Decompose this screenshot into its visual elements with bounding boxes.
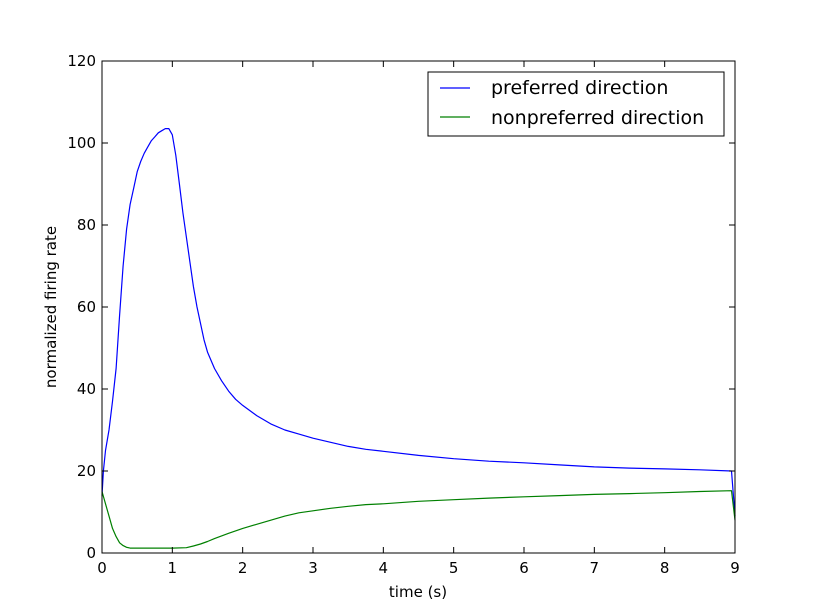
x-axis-label: time (s) bbox=[389, 583, 447, 601]
y-tick-label: 80 bbox=[77, 216, 96, 234]
series-line-nonpreferred bbox=[101, 490, 736, 549]
y-tick-label: 60 bbox=[77, 298, 96, 316]
y-tick-label: 20 bbox=[77, 462, 96, 480]
y-tick-label: 40 bbox=[77, 380, 96, 398]
series-layer bbox=[101, 128, 736, 549]
y-tick-label: 0 bbox=[86, 544, 96, 562]
legend-label-nonpreferred: nonpreferred direction bbox=[491, 107, 704, 129]
legend: preferred direction nonpreferred directi… bbox=[427, 71, 725, 137]
y-tick-label: 100 bbox=[67, 134, 96, 152]
x-tick-label: 0 bbox=[97, 559, 107, 577]
x-tick-label: 3 bbox=[308, 559, 318, 577]
legend-label-preferred: preferred direction bbox=[491, 77, 668, 99]
x-tick-label: 9 bbox=[730, 559, 740, 577]
x-tick-label: 7 bbox=[590, 559, 600, 577]
legend-box bbox=[427, 71, 725, 137]
x-tick-label: 5 bbox=[449, 559, 459, 577]
x-tick-label: 4 bbox=[379, 559, 389, 577]
x-tick-label: 6 bbox=[519, 559, 529, 577]
y-axis-label: normalized firing rate bbox=[42, 226, 60, 388]
tick-layer: 0 1 2 3 4 5 6 7 8 9 0 20 40 60 80 100 120 bbox=[67, 52, 739, 577]
series-line-preferred bbox=[101, 128, 736, 517]
x-tick-label: 2 bbox=[238, 559, 248, 577]
y-tick-label: 120 bbox=[67, 52, 96, 70]
x-tick-label: 1 bbox=[168, 559, 178, 577]
x-tick-label: 8 bbox=[660, 559, 670, 577]
